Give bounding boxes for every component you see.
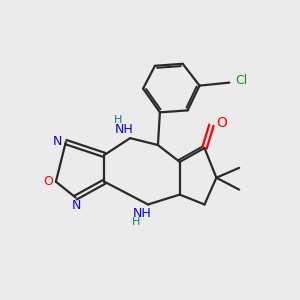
Text: N: N	[72, 199, 81, 212]
Text: O: O	[216, 116, 227, 130]
Text: N: N	[53, 135, 62, 148]
Text: H: H	[114, 115, 122, 125]
Text: NH: NH	[115, 123, 134, 136]
Text: Cl: Cl	[235, 74, 247, 87]
Text: O: O	[43, 175, 53, 188]
Text: H: H	[132, 217, 140, 227]
Text: NH: NH	[133, 207, 152, 220]
